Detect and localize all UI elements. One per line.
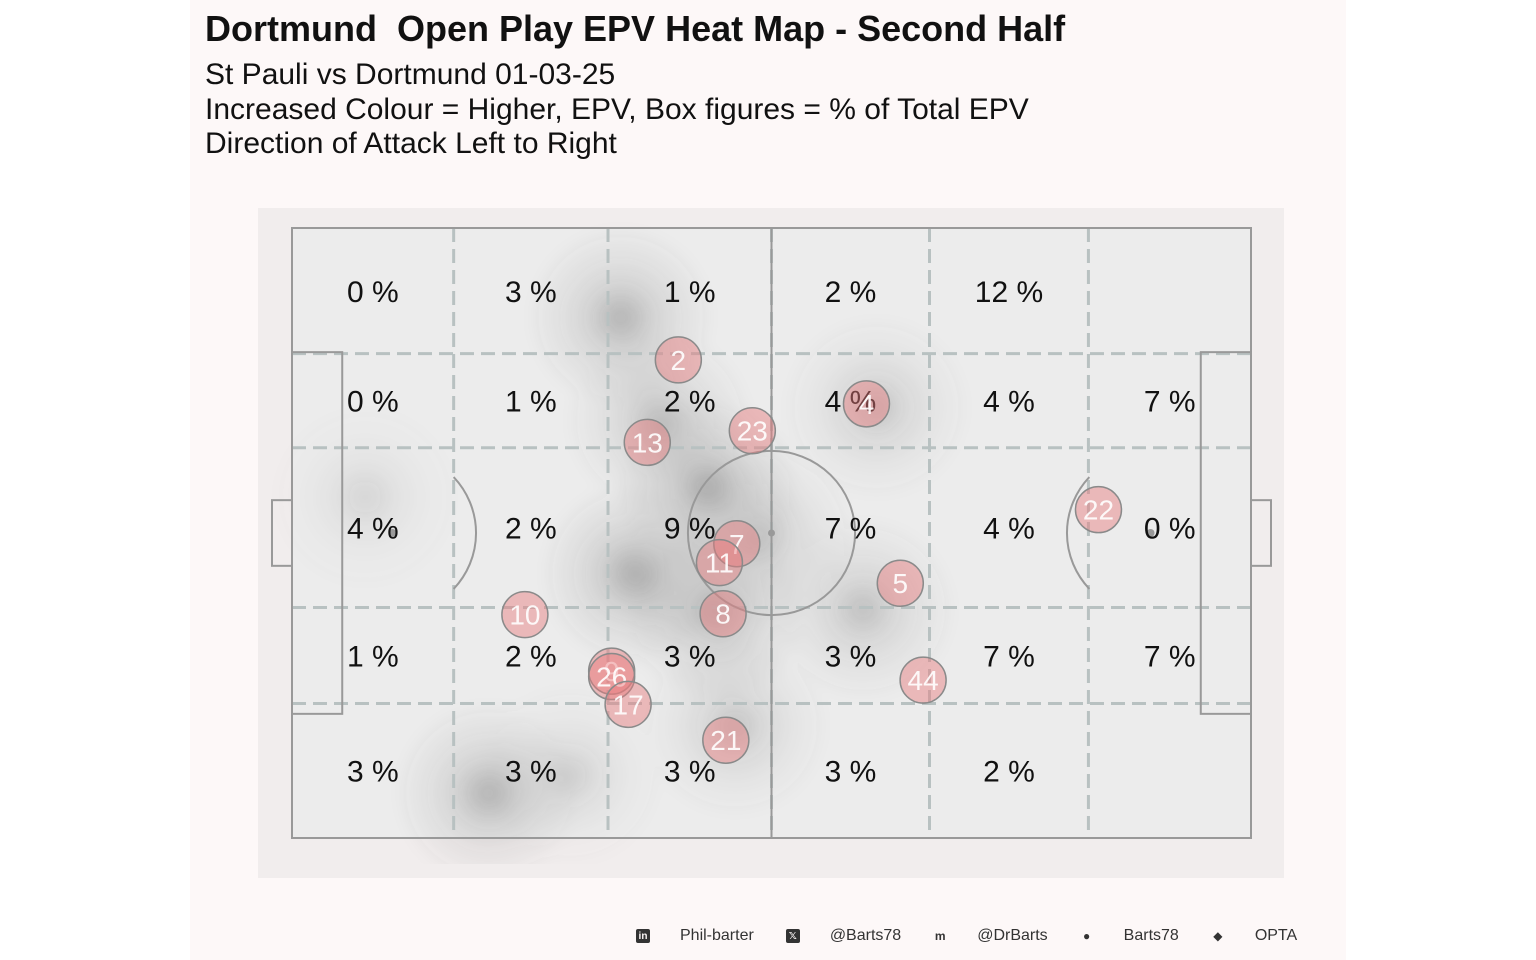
zone-label-r2-c5: 0 % <box>1144 513 1196 546</box>
footer-mastodon-label: @DrBarts <box>977 927 1048 944</box>
player-marker-13 <box>623 418 672 467</box>
zone-label-r3-c4: 7 % <box>983 640 1035 673</box>
player-label-17: 17 <box>613 689 644 720</box>
zone-label-r2-c0: 4 % <box>347 513 399 546</box>
player-label-9: 9 <box>604 656 620 687</box>
player-label-44: 44 <box>908 665 939 696</box>
right-goal <box>1250 499 1272 567</box>
zone-label-r0-c2: 1 % <box>664 276 716 309</box>
zone-label-r4-c4: 2 % <box>983 756 1035 789</box>
left-penalty-arc <box>452 476 477 590</box>
zone-label-r1-c2: 2 % <box>664 386 716 419</box>
footer-data-source-label: OPTA <box>1254 927 1298 944</box>
zone-label-r0-c0: 0 % <box>347 276 399 309</box>
player-marker-21 <box>702 716 750 764</box>
zone-label-r2-c1: 2 % <box>505 513 557 546</box>
player-marker-4 <box>842 380 891 428</box>
player-marker-7 <box>713 520 761 568</box>
player-label-21: 21 <box>710 725 741 756</box>
density-blob-0-3 <box>604 301 638 334</box>
linkedin-icon: in <box>636 929 650 943</box>
density-blob-7-3 <box>860 391 893 424</box>
subtitle-direction: Direction of Attack Left to Right <box>205 127 617 160</box>
player-label-11: 11 <box>705 548 734 579</box>
player-label-8: 8 <box>715 599 731 630</box>
player-label-2: 2 <box>671 345 687 376</box>
zone-label-r2-c2: 9 % <box>664 513 716 546</box>
player-marker-44 <box>899 656 947 704</box>
density-layer <box>333 236 946 864</box>
footer-x-label: @Barts78 <box>829 927 902 944</box>
zone-label-r4-c2: 3 % <box>664 756 716 789</box>
player-marker-23 <box>728 406 777 455</box>
zone-labels: 0 % 3 % 1 % 2 % 12 % 0 % 1 % 2 % 4 % 4 % 7 % 4 % 2 %… <box>347 276 1196 789</box>
github-icon: ● <box>1083 929 1091 943</box>
zone-label-r3-c1: 2 % <box>505 640 557 673</box>
dropbox-icon: ◆ <box>1213 929 1223 943</box>
zone-label-r1-c3: 4 % <box>825 386 877 419</box>
density-blob-3-3 <box>691 472 725 505</box>
zone-label-r0-c3: 2 % <box>825 276 877 309</box>
player-label-23: 23 <box>737 416 768 447</box>
zone-label-r4-c1: 3 % <box>505 756 557 789</box>
density-blob-11-3 <box>348 480 382 514</box>
density-blob-6-3 <box>846 593 880 626</box>
zone-label-r2-c4: 4 % <box>983 513 1035 546</box>
zone-label-r1-c1: 1 % <box>505 386 557 419</box>
player-label-4: 4 <box>859 389 875 420</box>
x-icon: 𝕏 <box>785 929 800 943</box>
player-marker-17 <box>604 680 652 729</box>
subtitle-legend: Increased Colour = Higher, EPV, Box figu… <box>205 93 1029 126</box>
zone-label-r2-c3: 7 % <box>825 513 877 546</box>
right-penalty-arc <box>1066 476 1091 590</box>
zone-label-r1-c0: 0 % <box>347 386 399 419</box>
density-blob-8-3 <box>471 777 505 810</box>
zone-label-r3-c3: 3 % <box>825 640 877 673</box>
player-marker-8 <box>699 589 747 638</box>
zone-label-r1-c5: 7 % <box>1144 386 1196 419</box>
player-marker-22 <box>1074 485 1123 534</box>
chart-title: Dortmund Open Play EPV Heat Map - Second… <box>205 8 1066 49</box>
player-label-13: 13 <box>632 427 663 458</box>
mastodon-icon: m <box>934 929 946 943</box>
zone-label-r3-c5: 7 % <box>1144 640 1196 673</box>
player-marker-5 <box>876 559 925 607</box>
density-blob-10-3 <box>554 759 588 792</box>
player-label-10: 10 <box>509 600 540 631</box>
left-goal <box>271 499 293 567</box>
footer-credits: in Phil-barter 𝕏 @Barts78 m @DrBarts ● B… <box>636 924 1329 948</box>
left-penalty-spot <box>388 529 397 537</box>
footer-linkedin-label: Phil-barter <box>680 927 754 944</box>
zone-label-r4-c0: 3 % <box>347 756 399 789</box>
player-marker-2 <box>654 336 703 384</box>
zone-label-r1-c4: 4 % <box>983 386 1035 419</box>
right-penalty-spot <box>1146 529 1155 537</box>
centre-circle <box>686 449 857 617</box>
player-marker-11 <box>695 538 744 587</box>
zone-label-r0-c4: 12 % <box>975 276 1043 309</box>
zone-label-r3-c2: 3 % <box>664 640 716 673</box>
footer-github-label: Barts78 <box>1123 927 1179 944</box>
density-blob-4-3 <box>700 597 734 630</box>
player-label-22: 22 <box>1083 495 1114 526</box>
centre-spot <box>768 529 775 537</box>
zone-label-r0-c1: 3 % <box>505 276 557 309</box>
player-marker-10 <box>501 590 549 639</box>
player-marker-26 <box>587 652 636 701</box>
zone-label-r3-c0: 1 % <box>347 640 399 673</box>
zone-label-r4-c3: 3 % <box>825 756 877 789</box>
subtitle-match: St Pauli vs Dortmund 01-03-25 <box>205 58 616 91</box>
player-label-5: 5 <box>892 568 908 599</box>
pitch-markings <box>271 227 1272 839</box>
